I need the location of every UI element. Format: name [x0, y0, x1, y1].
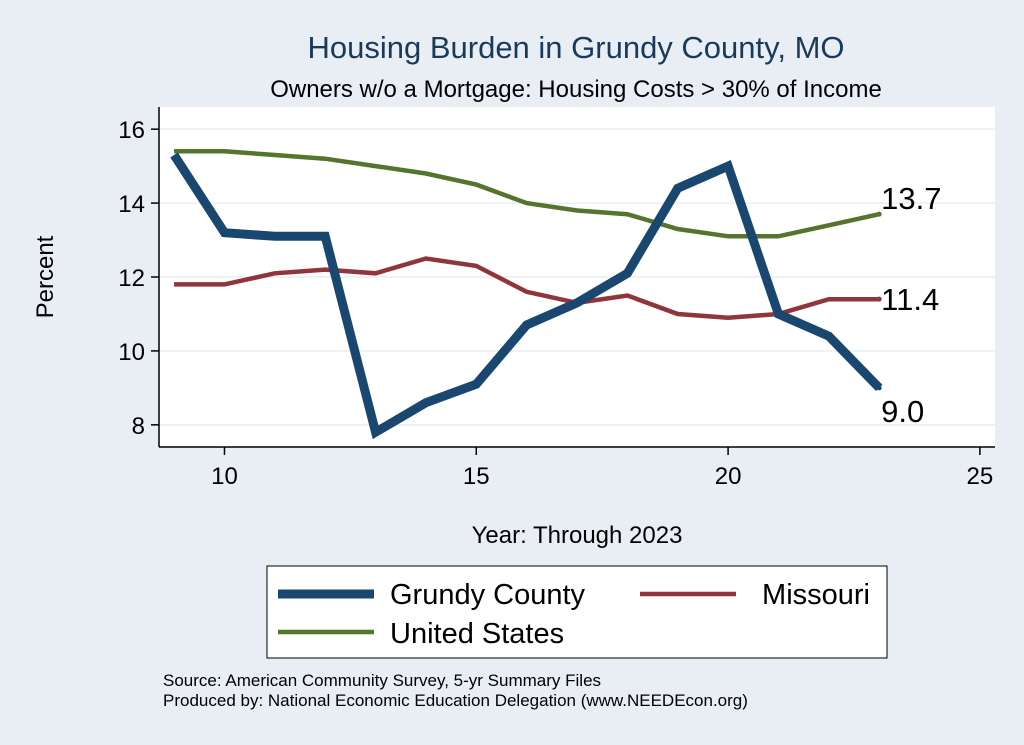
gridlines	[159, 128, 995, 426]
y-tick-label: 8	[132, 413, 145, 440]
legend-label: United States	[390, 618, 564, 650]
y-tick-label: 10	[118, 339, 145, 366]
y-tick-label: 12	[118, 265, 145, 292]
x-tick-label: 25	[967, 463, 994, 490]
y-tick-label: 14	[118, 191, 145, 218]
x-tick-label: 15	[463, 463, 490, 490]
series-lines	[170, 149, 883, 440]
y-tick-label: 16	[118, 117, 145, 144]
legend: Grundy County Missouri United States	[266, 565, 888, 659]
legend-label: Grundy County	[390, 579, 586, 611]
legend-box	[266, 565, 888, 659]
source-note: Source: American Community Survey, 5-yr …	[163, 671, 602, 690]
end-label: 9.0	[881, 394, 924, 429]
end-label: 13.7	[881, 181, 941, 216]
legend-label: Missouri	[762, 579, 870, 611]
producer-note: Produced by: National Economic Education…	[163, 691, 748, 710]
end-labels: 9.0 11.4 13.7	[876, 181, 942, 429]
y-axis-label: Percent	[32, 235, 59, 318]
chart-title: Housing Burden in Grundy County, MO	[307, 30, 844, 65]
x-tick-label: 20	[715, 463, 742, 490]
chart-subtitle: Owners w/o a Mortgage: Housing Costs > 3…	[270, 76, 882, 103]
end-label: 11.4	[881, 282, 939, 317]
axes: 8 10 12 14 16 10 15 20 25	[118, 107, 995, 490]
x-axis-label: Year: Through 2023	[472, 522, 683, 549]
end-point-marker	[876, 385, 882, 391]
end-point-marker	[876, 296, 882, 302]
end-point-marker	[876, 211, 882, 217]
x-tick-label: 10	[211, 463, 238, 490]
